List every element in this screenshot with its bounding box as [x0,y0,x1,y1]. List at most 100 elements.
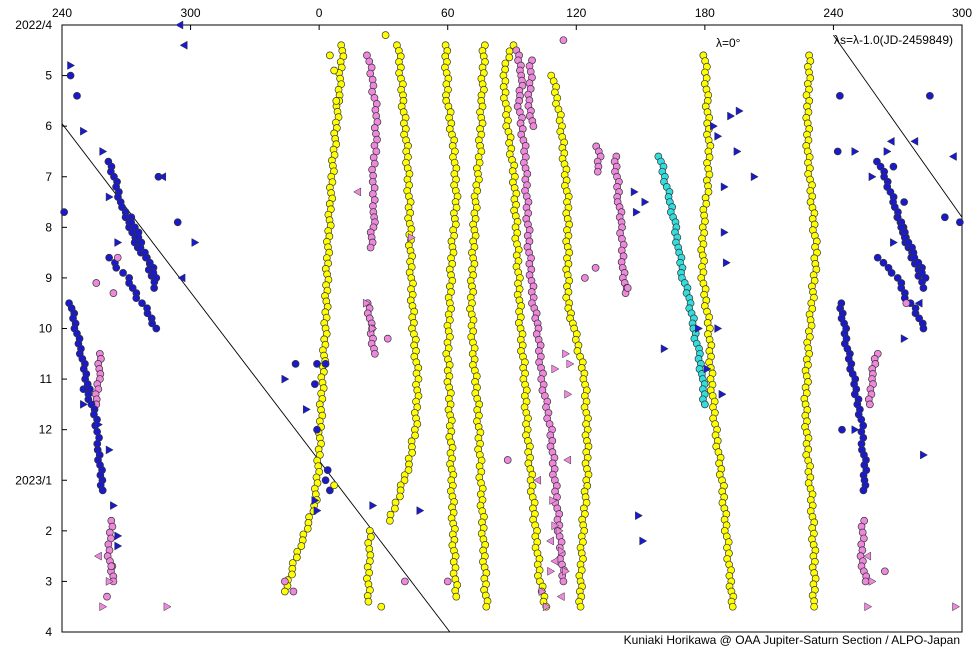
point-blue [323,466,332,474]
marker-blue [635,511,643,521]
point-pink [881,567,889,576]
marker-blue [890,238,898,247]
track-point-blue [152,324,161,333]
point-pink [581,274,589,282]
x-tick-label: 300 [181,6,201,20]
track-point-yellow [297,542,306,550]
point-blue [313,425,321,434]
credit-text: Kuniaki Horikawa @ OAA Jupiter-Saturn Se… [623,633,960,647]
labels: 240 300 0 60 120 180 240 300 2022/4 5 6 7 8 9 10 11 12 20… [15,6,972,639]
point-pink [281,577,289,586]
track-point-blue [143,309,152,318]
marker-blue [80,126,88,136]
marker-blue [750,172,759,182]
marker-blue [914,298,923,308]
marker-blue [735,106,744,116]
track-point-blue [921,274,930,282]
marker-blue [695,324,703,333]
track-point-yellow [452,592,461,601]
marker-pink [362,298,371,308]
marker-blue [727,111,736,121]
marker-blue [632,207,641,217]
y-tick-label: 2 [45,524,52,538]
marker-blue [105,192,114,202]
marker-blue [733,147,742,156]
track-point-yellow [364,597,373,606]
point-blue [321,360,330,368]
marker-blue [158,172,167,182]
y-tick-label: 5 [45,69,52,83]
track-point-yellow [293,553,301,562]
marker-pink [546,536,554,546]
marker-blue [720,182,729,192]
marker-blue [851,147,860,156]
point-pink [401,577,409,586]
marker-blue [114,541,123,551]
track-point-yellow [411,431,419,440]
track-point-yellow [576,602,585,611]
point-blue [66,71,75,80]
track-point-cyan [701,400,709,409]
point-pink [559,36,568,45]
marker-pink [538,587,547,596]
marker-blue [191,238,200,247]
y-tick-label: 8 [45,220,52,234]
y-tick-label: 9 [45,271,52,285]
track-point-pink [593,167,602,176]
marker-blue [703,364,712,374]
point-yellow [377,602,386,611]
marker-blue [900,334,909,344]
point-blue [941,213,949,222]
marker-pink [353,187,362,197]
marker-pink [542,602,551,612]
marker-blue [114,531,123,541]
point-blue [889,162,898,171]
marker-pink [369,324,378,333]
data-points [60,20,964,612]
x-tick-label: 240 [823,6,843,20]
track-point-yellow [400,476,409,485]
track-point-yellow [408,448,417,457]
x-tick-label: 120 [566,6,586,20]
point-pink [383,334,392,343]
marker-blue [416,506,425,516]
marker-pink [533,475,542,485]
marker-pink [868,576,877,586]
point-blue [836,91,844,100]
track-point-yellow [404,466,413,474]
marker-pink [563,455,572,465]
point-blue [73,91,81,100]
point-blue [326,486,334,495]
point-yellow [330,66,338,75]
marker-blue [630,187,639,197]
lambda-line-segment [833,34,963,218]
lambda-line-segment [61,123,451,633]
track-point-yellow [391,504,399,513]
track-point-blue [150,284,158,292]
track-point-blue [873,253,882,262]
track-point-blue [919,284,928,292]
point-blue [60,208,68,217]
plot-frame [61,24,963,633]
track-point-pink [866,400,874,409]
point-blue [833,147,842,156]
track-point-blue [119,269,127,277]
track-point-yellow [482,602,491,611]
point-pink [443,577,452,586]
point-pink [902,299,911,308]
marker-pink [547,566,556,576]
x-tick-label: 60 [441,6,455,20]
point-blue [311,380,319,388]
marker-blue [851,425,860,435]
point-pink [103,592,111,601]
marker-blue [660,344,669,354]
marker-blue [920,450,928,460]
marker-pink [557,546,566,556]
marker-pink [952,602,961,612]
track-point-pink [559,577,568,586]
track-point-yellow [728,602,737,611]
point-blue [79,385,88,394]
marker-pink [551,521,560,531]
marker-pink [99,602,108,612]
